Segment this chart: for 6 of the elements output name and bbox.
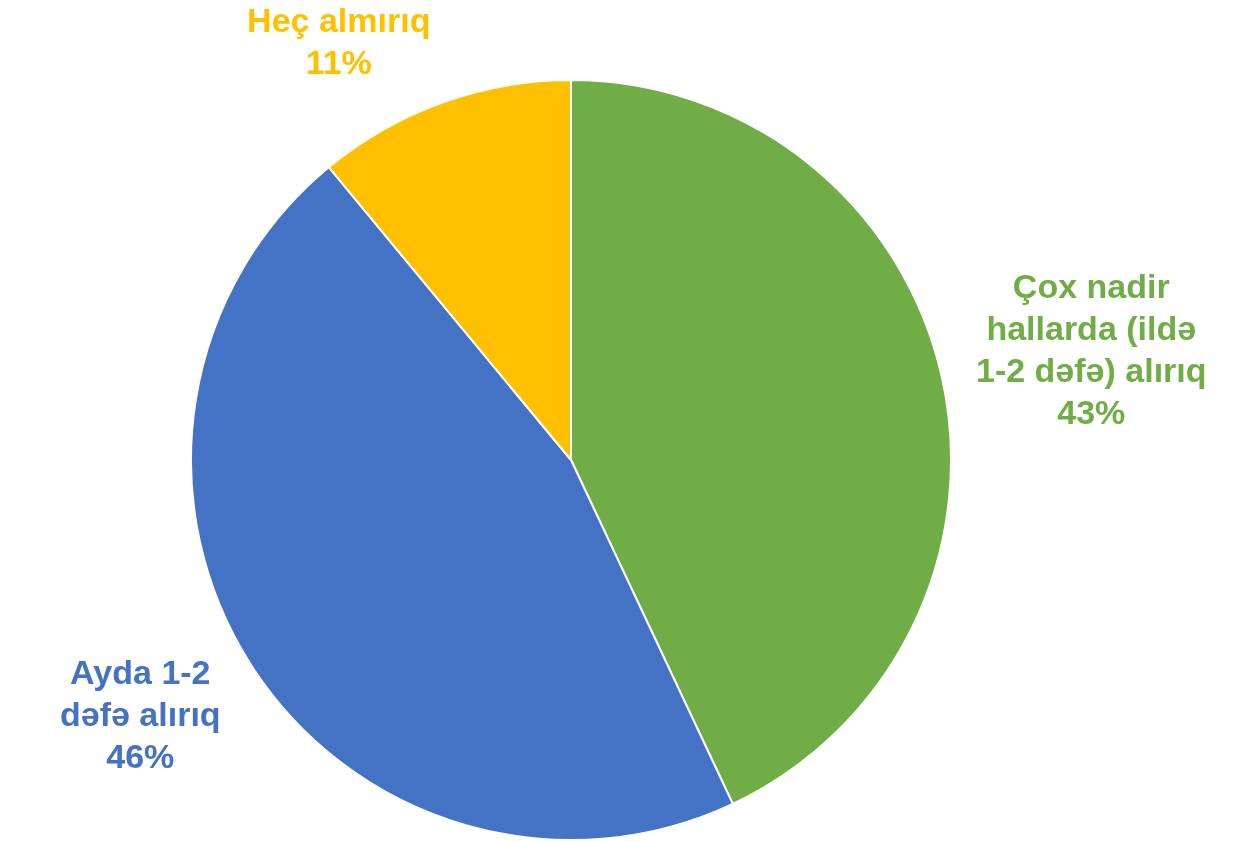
slice-label: Heç almırıq <box>247 1 431 40</box>
data-label: 43% <box>1057 392 1126 431</box>
slice-label: Ayda 1-2 dəfə alırıq <box>60 652 221 733</box>
data-label: 11% <box>305 43 372 82</box>
slice-label: Çox nadir hallarda (ildə 1-2 dəfə) alırıq <box>976 266 1207 389</box>
data-label: 46% <box>106 736 175 775</box>
